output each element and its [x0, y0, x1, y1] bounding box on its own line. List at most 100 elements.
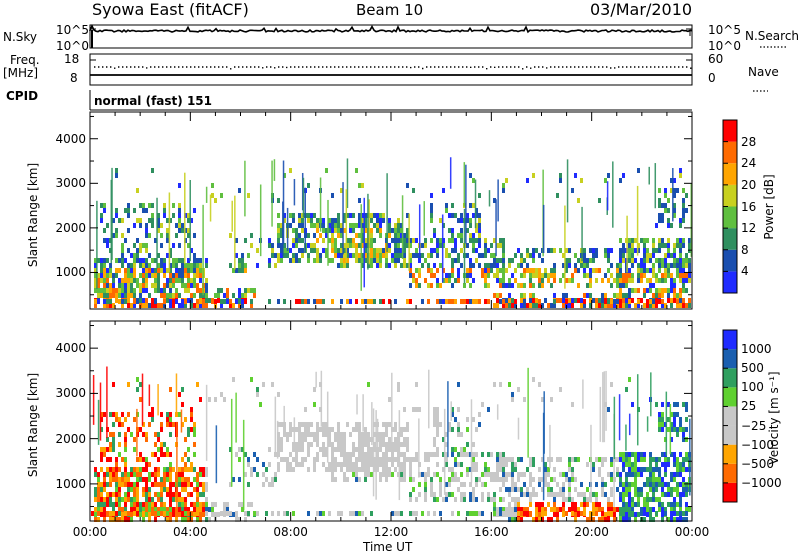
- velocity-cell: [670, 422, 673, 427]
- power-cell: [430, 218, 433, 223]
- velocity-cell: [391, 472, 394, 477]
- power-cell: [547, 278, 550, 283]
- power-cell: [181, 228, 184, 233]
- velocity-cell: [148, 477, 151, 482]
- power-cell: [178, 203, 181, 208]
- power-cell: [493, 303, 496, 308]
- velocity-near-cell: [682, 511, 685, 516]
- velocity-streak: [636, 374, 639, 446]
- velocity-cell: [481, 492, 484, 497]
- power-cell: [187, 258, 190, 263]
- velocity-cell: [535, 517, 538, 522]
- velocity-cell: [601, 507, 604, 512]
- power-cell: [112, 283, 115, 288]
- velocity-cell: [583, 492, 586, 497]
- velocity-cell: [466, 442, 469, 447]
- velocity-streak: [92, 374, 95, 425]
- power-cell: [406, 183, 409, 188]
- velocity-cell: [115, 472, 118, 477]
- velocity-cell: [271, 382, 274, 387]
- power-cell: [640, 258, 643, 263]
- velocity-cell: [529, 477, 532, 482]
- velocity-cell: [334, 477, 337, 482]
- velocity-cell: [682, 517, 685, 522]
- velocity-cell: [388, 437, 391, 442]
- velocity-cell: [331, 467, 334, 472]
- power-cell: [658, 213, 661, 218]
- velocity-cell: [643, 517, 646, 522]
- power-cell: [436, 283, 439, 288]
- velocity-cell: [415, 407, 418, 412]
- velocity-cell: [655, 497, 658, 502]
- power-cell: [469, 283, 472, 288]
- velocity-cell: [445, 452, 448, 457]
- velocity-cell: [94, 487, 97, 492]
- power-near-cell: [676, 299, 679, 304]
- power-cell: [145, 283, 148, 288]
- velocity-cell: [271, 482, 274, 487]
- velocity-cell: [277, 422, 280, 427]
- power-cell: [649, 258, 652, 263]
- velocity-cell: [682, 487, 685, 492]
- power-cell: [526, 253, 529, 258]
- velocity-cell: [235, 452, 238, 457]
- power-cell: [190, 263, 193, 268]
- velocity-cell: [139, 507, 142, 512]
- velocity-near-cell: [112, 511, 115, 516]
- power-cell: [154, 273, 157, 278]
- velocity-cell: [181, 502, 184, 507]
- velocity-cell: [634, 512, 637, 517]
- power-cell: [232, 303, 235, 308]
- velocity-near-cell: [136, 511, 139, 516]
- velocity-cell: [127, 427, 130, 432]
- power-cell: [508, 298, 511, 303]
- velocity-cell: [676, 402, 679, 407]
- power-cell: [136, 278, 139, 283]
- velocity-ytick-label: 2000: [55, 431, 86, 446]
- velocity-cell: [205, 507, 208, 512]
- velocity-cell: [649, 512, 652, 517]
- velocity-cell: [631, 482, 634, 487]
- velocity-cell: [634, 457, 637, 462]
- velocity-near-cell: [322, 511, 325, 516]
- power-cell: [166, 253, 169, 258]
- power-cell: [400, 248, 403, 253]
- power-cell: [658, 258, 661, 263]
- velocity-cell: [196, 382, 199, 387]
- velocity-cell: [337, 447, 340, 452]
- power-cell: [460, 213, 463, 218]
- power-cell: [541, 258, 544, 263]
- power-near-cell: [244, 299, 247, 304]
- power-cell: [418, 268, 421, 273]
- velocity-cell: [646, 477, 649, 482]
- power-cell: [169, 218, 172, 223]
- power-cell: [181, 273, 184, 278]
- power-cell: [253, 288, 256, 293]
- power-cell: [163, 268, 166, 273]
- velocity-cell: [451, 407, 454, 412]
- velocity-cell: [469, 482, 472, 487]
- power-colorbar-swatch: [723, 249, 737, 272]
- velocity-cell: [400, 432, 403, 437]
- velocity-cell: [481, 452, 484, 457]
- power-cell: [145, 268, 148, 273]
- power-cell: [679, 278, 682, 283]
- velocity-cell: [127, 487, 130, 492]
- velocity-cell: [223, 397, 226, 402]
- power-colorbar-label: Power [dB]: [762, 174, 776, 240]
- power-cell: [298, 213, 301, 218]
- power-cell: [370, 248, 373, 253]
- velocity-cell: [364, 437, 367, 442]
- velocity-near-cell: [676, 511, 679, 516]
- power-cell: [418, 258, 421, 263]
- nsky-panel-frame: [89, 24, 693, 49]
- velocity-cell: [445, 432, 448, 437]
- power-cell: [481, 273, 484, 278]
- velocity-cell: [529, 457, 532, 462]
- velocity-cell: [262, 482, 265, 487]
- velocity-cell: [163, 502, 166, 507]
- velocity-cell: [304, 427, 307, 432]
- power-cell: [247, 288, 250, 293]
- power-cell: [337, 263, 340, 268]
- velocity-cell: [433, 452, 436, 457]
